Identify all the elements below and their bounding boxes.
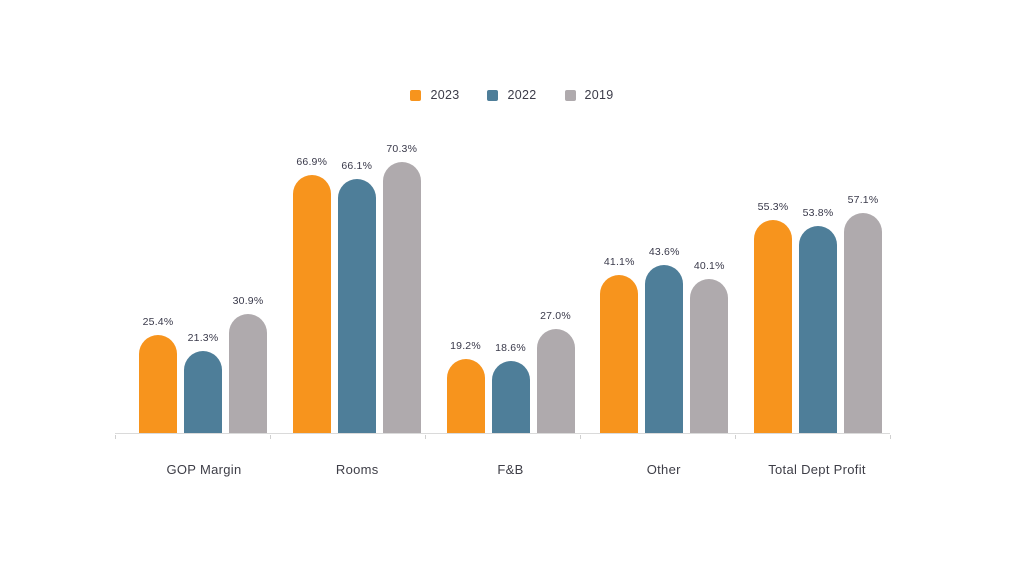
bar-2022-f-b [491,361,530,433]
legend-label: 2023 [430,88,460,102]
bar-2023-gop-margin [139,335,177,433]
bar-wrap: 57.1% [844,194,882,433]
chart-legend: 2023 2022 2019 [0,88,1024,102]
bar-value-label: 66.9% [296,156,328,168]
bar-2022-rooms [337,179,376,433]
bar-2019-gop-margin [229,314,267,433]
bar-2022-gop-margin [184,351,222,433]
legend-swatch-icon [564,89,576,101]
bar-2023-total-dept-profit [754,220,792,433]
x-axis-line [115,433,891,439]
category-axis-labels: GOP Margin Rooms F&B Other Total Dept Profit [115,462,890,477]
bar-value-label: 30.9% [232,295,264,307]
axis-tick [115,435,116,439]
legend-swatch-icon [410,89,422,101]
bar-wrap: 30.9% [229,295,267,433]
bar-groups: 25.4% 21.3% 30.9% 66.9% 66.1% 70.3% 19.2% 18.6%… [115,120,890,433]
bar-group-f-b: 19.2% 18.6% 27.0% [446,310,575,433]
bar-value-label: 70.3% [386,143,418,155]
category-label-total-dept-profit: Total Dept Profit [768,462,866,477]
bar-2019-other [690,279,729,433]
bar-2022-other [645,265,684,433]
legend-item-2019: 2019 [564,88,614,102]
bar-value-label: 25.4% [142,316,174,328]
bar-wrap: 27.0% [536,310,575,433]
legend-item-2023: 2023 [410,88,459,102]
axis-tick [580,435,581,439]
bar-wrap: 66.9% [292,156,331,433]
bar-2023-f-b [446,359,485,433]
bar-value-label: 43.6% [648,246,680,258]
legend-item-2022: 2022 [487,88,536,102]
chart-plot-area: 25.4% 21.3% 30.9% 66.9% 66.1% 70.3% 19.2% 18.6%… [115,120,891,439]
axis-tick [890,435,891,439]
bar-wrap: 25.4% [139,316,177,433]
bar-group-gop-margin: 25.4% 21.3% 30.9% [139,295,267,433]
bar-value-label: 66.1% [341,160,373,172]
axis-tick [425,435,426,439]
bar-value-label: 21.3% [187,332,219,344]
bar-wrap: 43.6% [645,246,684,433]
bar-group-other: 41.1% 43.6% 40.1% [600,246,729,433]
bar-2023-rooms [292,175,331,433]
bar-group-total-dept-profit: 55.3% 53.8% 57.1% [754,194,882,433]
bar-value-label: 19.2% [450,340,481,352]
axis-tick [270,435,271,439]
bar-2019-f-b [536,329,575,433]
bar-2022-total-dept-profit [799,226,837,433]
bar-wrap: 53.8% [799,207,837,433]
bar-value-label: 18.6% [495,342,526,354]
bar-value-label: 53.8% [802,207,834,219]
category-label-other: Other [646,462,681,477]
bar-value-label: 57.1% [847,194,879,206]
bar-2019-total-dept-profit [844,213,882,433]
bar-value-label: 55.3% [757,201,789,213]
bar-wrap: 55.3% [754,201,792,433]
category-label-gop-margin: GOP Margin [166,462,242,477]
bar-value-label: 40.1% [693,260,725,272]
bar-value-label: 41.1% [603,256,635,268]
bar-2019-rooms [382,162,421,433]
bar-wrap: 66.1% [337,160,376,433]
legend-label: 2019 [584,88,614,102]
bar-wrap: 19.2% [446,340,485,433]
bar-2023-other [600,275,639,433]
legend-label: 2022 [507,88,537,102]
category-label-f-b: F&B [497,462,524,477]
bar-value-label: 27.0% [540,310,571,322]
bar-group-rooms: 66.9% 66.1% 70.3% [292,143,421,433]
bar-wrap: 70.3% [382,143,421,433]
bar-wrap: 41.1% [600,256,639,433]
axis-tick [735,435,736,439]
bar-wrap: 40.1% [690,260,729,433]
bar-wrap: 18.6% [491,342,530,433]
legend-swatch-icon [487,89,499,101]
bar-wrap: 21.3% [184,332,222,433]
category-label-rooms: Rooms [335,462,379,477]
